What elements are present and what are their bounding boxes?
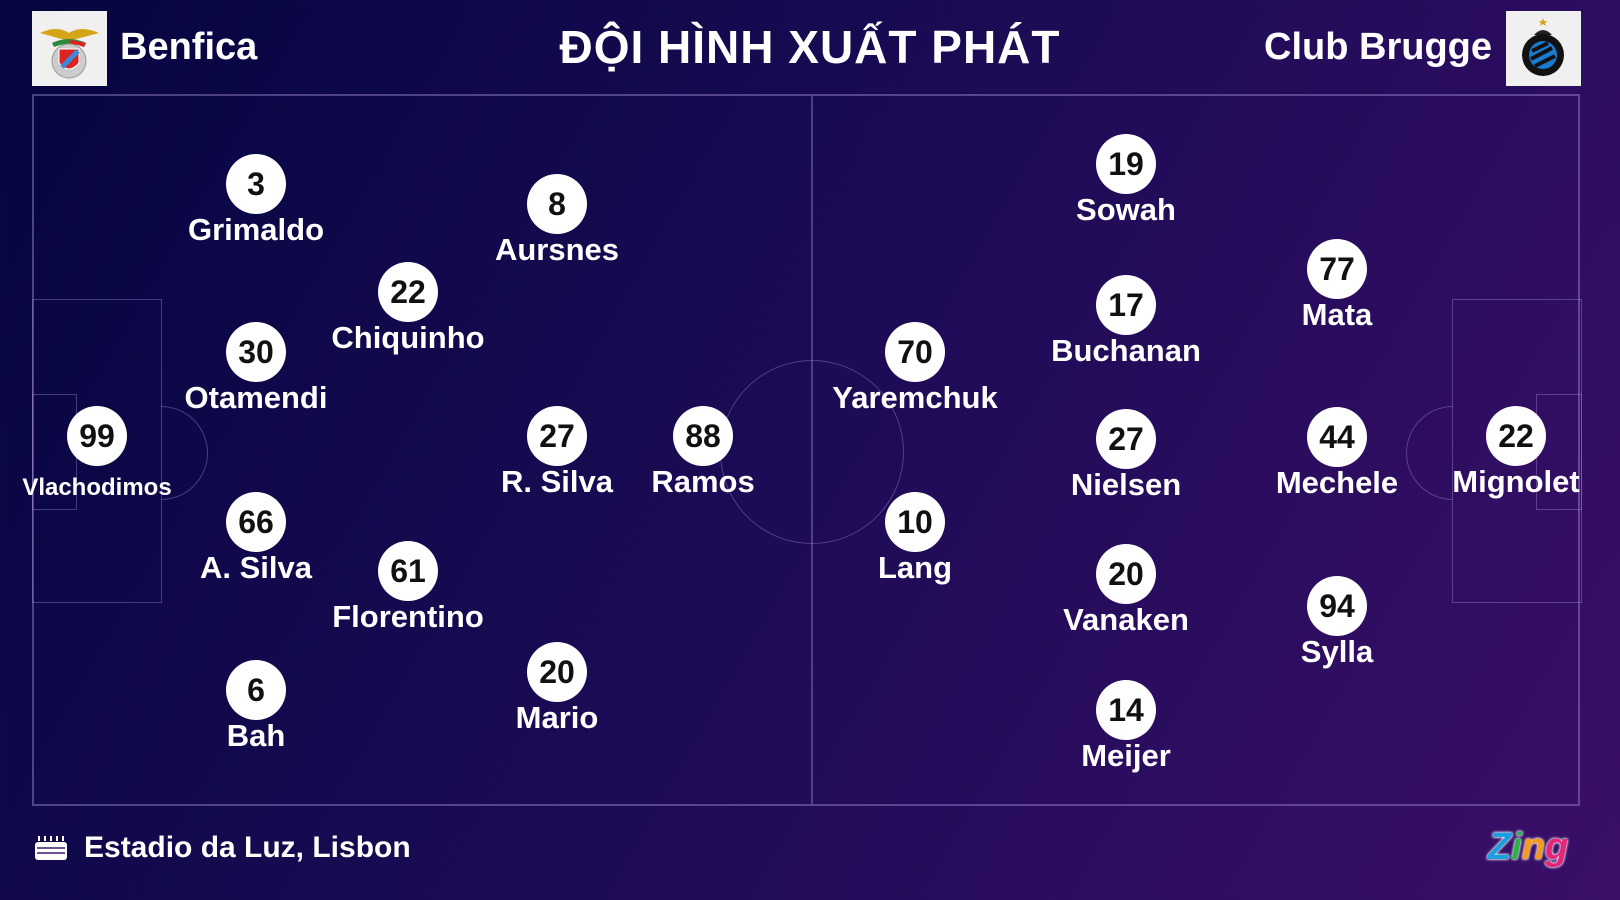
player-name: R. Silva <box>501 464 613 499</box>
page-title: ĐỘI HÌNH XUẤT PHÁT <box>559 21 1061 73</box>
away-player: 27 Nielsen <box>1006 409 1246 503</box>
away-player: 44 Mechele <box>1217 407 1457 501</box>
home-player: 8 Aursnes <box>437 174 677 268</box>
football-pitch <box>32 94 1582 806</box>
player-name: Chiquinho <box>331 320 485 355</box>
player-name: Mata <box>1301 297 1373 332</box>
away-player: 10 Lang <box>795 492 1035 586</box>
player-number-badge: 19 <box>1096 134 1156 194</box>
player-number-badge: 22 <box>378 262 438 322</box>
away-player: 19 Sowah <box>1006 134 1246 228</box>
home-player: 30 Otamendi <box>136 322 376 416</box>
player-number-badge: 99 <box>67 406 127 466</box>
player-number-badge: 30 <box>226 322 286 382</box>
player-name: Buchanan <box>1051 333 1201 368</box>
player-number-badge: 61 <box>378 541 438 601</box>
away-player: 20 Vanaken <box>1006 544 1246 638</box>
player-name: Lang <box>877 550 953 585</box>
player-name: Aursnes <box>494 232 620 267</box>
player-number-badge: 20 <box>527 642 587 702</box>
player-number-badge: 66 <box>226 492 286 552</box>
player-number-badge: 22 <box>1486 406 1546 466</box>
away-player: 14 Meijer <box>1006 680 1246 774</box>
player-number-badge: 20 <box>1096 544 1156 604</box>
stadium-icon <box>33 836 69 862</box>
player-name: Sowah <box>1076 192 1176 227</box>
away-player: 77 Mata <box>1217 239 1457 333</box>
player-number-badge: 77 <box>1307 239 1367 299</box>
player-name: Vlachodimos <box>22 474 172 501</box>
player-name: Vanaken <box>1063 602 1189 637</box>
club-brugge-logo <box>1506 11 1581 86</box>
player-number-badge: 6 <box>226 660 286 720</box>
home-player: 88 Ramos <box>583 406 823 500</box>
player-number-badge: 44 <box>1307 407 1367 467</box>
player-number-badge: 27 <box>1096 409 1156 469</box>
player-number-badge: 14 <box>1096 680 1156 740</box>
home-team-name: Benfica <box>120 26 258 68</box>
player-name: Mario <box>515 700 599 735</box>
player-number-badge: 27 <box>527 406 587 466</box>
away-player: 17 Buchanan <box>1006 275 1246 369</box>
away-player: 94 Sylla <box>1217 576 1457 670</box>
player-name: Ramos <box>651 464 755 499</box>
player-number-badge: 10 <box>885 492 945 552</box>
home-player: 6 Bah <box>136 660 376 754</box>
player-number-badge: 70 <box>885 322 945 382</box>
player-name: Grimaldo <box>187 212 325 247</box>
away-player: 70 Yaremchuk <box>795 322 1035 416</box>
player-name: Mechele <box>1275 465 1399 500</box>
player-name: Florentino <box>332 599 484 634</box>
home-player: 61 Florentino <box>288 541 528 635</box>
player-name: Otamendi <box>184 380 328 415</box>
player-number-badge: 88 <box>673 406 733 466</box>
player-name: Yaremchuk <box>832 380 998 415</box>
home-player: 3 Grimaldo <box>136 154 376 248</box>
away-player: 22 Mignolet <box>1396 406 1620 500</box>
player-name: A. Silva <box>200 550 312 585</box>
player-name: Mignolet <box>1452 464 1580 499</box>
home-player: 99 Vlachodimos <box>0 406 217 506</box>
player-number-badge: 17 <box>1096 275 1156 335</box>
home-player: 27 R. Silva <box>437 406 677 500</box>
player-name: Nielsen <box>1070 467 1182 502</box>
venue-label: Estadio da Luz, Lisbon <box>84 831 411 864</box>
player-number-badge: 3 <box>226 154 286 214</box>
home-player: 22 Chiquinho <box>288 262 528 356</box>
zing-logo: Zing <box>1488 826 1569 868</box>
player-name: Sylla <box>1300 634 1374 669</box>
player-number-badge: 94 <box>1307 576 1367 636</box>
benfica-logo <box>32 11 107 86</box>
player-name: Meijer <box>1081 738 1171 773</box>
home-player: 66 A. Silva <box>136 492 376 586</box>
home-player: 20 Mario <box>437 642 677 736</box>
player-number-badge: 8 <box>527 174 587 234</box>
player-name: Bah <box>226 718 286 753</box>
away-team-name: Club Brugge <box>1264 26 1492 68</box>
